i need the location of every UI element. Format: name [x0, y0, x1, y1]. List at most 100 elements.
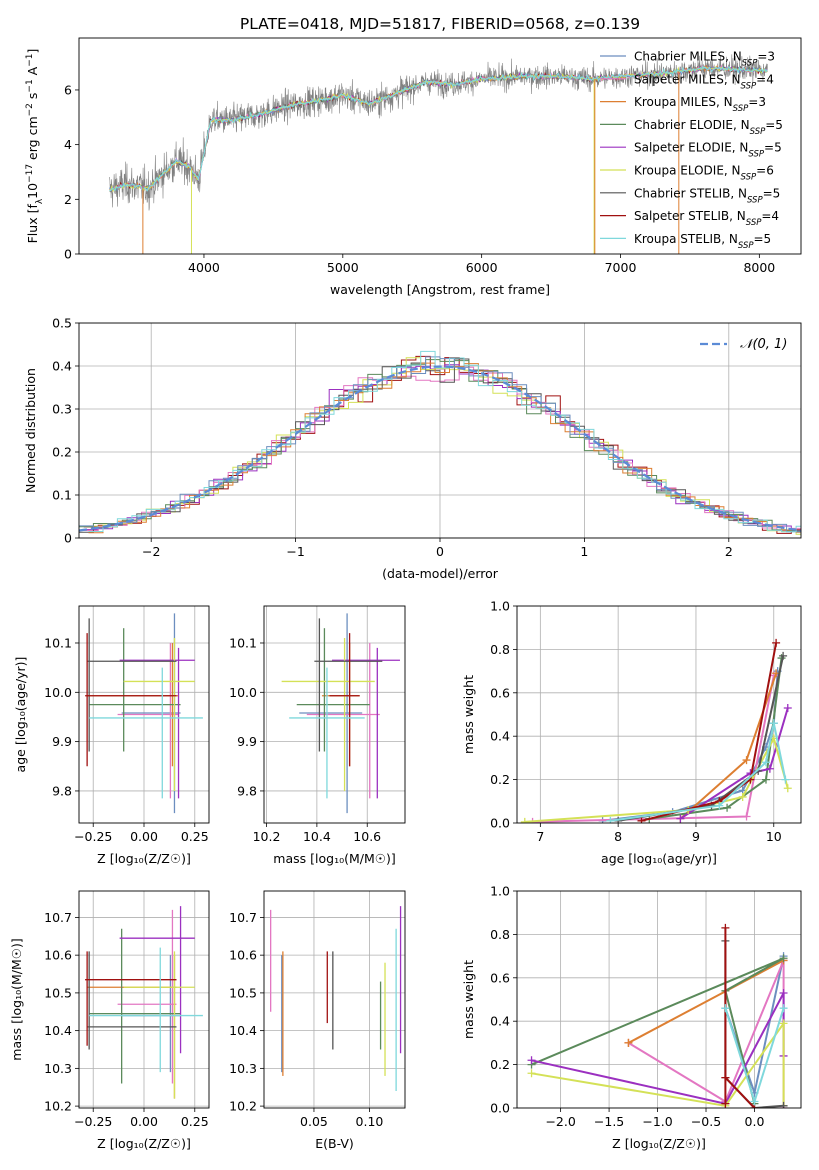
plus-marker: [676, 814, 685, 823]
y-tick-label: 10.3: [229, 1061, 257, 1076]
x-tick-label: 5000: [327, 260, 359, 275]
plus-marker: [723, 803, 732, 812]
plot-area: [109, 54, 768, 254]
errorbar-point: [329, 633, 360, 767]
x-tick-label: −0.25: [74, 1114, 112, 1129]
model-spectrum-8: [109, 65, 768, 192]
errorbar-point: [87, 618, 177, 752]
y-tick-label: 6: [64, 82, 72, 97]
plus-marker: [721, 923, 730, 932]
x-tick-label: 0.00: [130, 1114, 158, 1129]
x-tick-label: 0.10: [356, 1114, 384, 1129]
y-tick-label: 0.2: [490, 772, 510, 787]
errorbar-point: [331, 647, 400, 799]
plus-marker: [783, 784, 792, 793]
plus-marker: [520, 817, 529, 823]
y-tick-label: 10.4: [229, 1023, 257, 1038]
y-tick-label: 10.2: [44, 1099, 72, 1114]
errorbar-point: [281, 638, 375, 791]
y-tick-label: 0.5: [52, 316, 72, 331]
plus-marker: [742, 756, 751, 765]
errorbar-point: [85, 633, 177, 767]
axes-frame: [263, 890, 406, 1109]
x-tick-label: −2.0: [545, 1114, 575, 1129]
plus-marker: [761, 758, 770, 767]
y-tick-label: 0.2: [52, 445, 72, 460]
y-axis-label: mass weight: [461, 960, 476, 1039]
axes-frame: [78, 322, 802, 539]
errorbar-point: [89, 947, 203, 1073]
x-tick-label: 0.05: [300, 1114, 328, 1129]
x-tick-label: 0.00: [130, 829, 158, 844]
x-tick-label: 7000: [605, 260, 637, 275]
errorbar-point: [87, 951, 177, 1050]
x-tick-label: −1.0: [642, 1114, 672, 1129]
y-axis-label: mass [log₁₀(M/M☉)]: [9, 938, 24, 1060]
x-tick-label: −2: [142, 544, 160, 559]
observed-spectrum: [109, 54, 768, 211]
y-tick-label: 4: [64, 137, 72, 152]
y-tick-label: 10.5: [229, 985, 257, 1000]
x-tick-label: 0: [436, 544, 444, 559]
y-tick-label: 0.8: [490, 927, 510, 942]
errorbar-point: [123, 951, 195, 1099]
plot-area: [517, 606, 801, 823]
errorbar-point: [117, 909, 177, 1084]
plus-marker: [750, 1097, 759, 1106]
legend-entry: Kroupa ELODIE, NSSP=6: [634, 164, 774, 183]
x-tick-label: 8000: [743, 260, 775, 275]
x-tick-label: 2: [725, 544, 733, 559]
x-tick-label: 7: [536, 829, 544, 844]
legend-entry: Salpeter MILES, NSSP=4: [634, 72, 774, 91]
y-tick-label: 9.9: [237, 734, 257, 749]
y-tick-label: 0.1: [52, 488, 72, 503]
plus-marker: [779, 1101, 788, 1108]
y-tick-label: 0.6: [490, 685, 510, 700]
x-tick-label: 0.0: [745, 1114, 765, 1129]
x-tick-label: −1: [286, 544, 304, 559]
plot-area: [79, 606, 209, 823]
plot-area: [517, 891, 801, 1108]
x-tick-label: −0.5: [691, 1114, 721, 1129]
y-tick-label: 10.6: [44, 948, 72, 963]
axes-frame: [516, 890, 802, 1109]
y-tick-label: 0: [64, 531, 72, 546]
x-axis-label: wavelength [Angstrom, rest frame]: [330, 282, 550, 297]
axes-age_vs_Z: −0.25 0.00 0.25 9.8 9.9 10.0 10.1 Z [log₁₀(Z/Z☉…: [13, 605, 210, 866]
plus-marker: [772, 638, 781, 647]
axes-frame: [78, 37, 802, 255]
mass-weight-line-3: [531, 957, 785, 1104]
axes-age_vs_mass: 10.2 10.4 10.6 9.8 9.9 10.0 10.1 mass [log₁₀(M/…: [229, 605, 406, 866]
errorbar-point: [117, 642, 179, 799]
y-tick-label: 0.0: [490, 1101, 510, 1116]
x-tick-label: 10: [766, 829, 782, 844]
plus-marker: [606, 816, 615, 823]
axes-frame: [263, 605, 406, 824]
axes-frame: [516, 605, 802, 824]
plus-marker: [779, 1004, 788, 1013]
x-tick-label: 8: [614, 829, 622, 844]
y-tick-label: 10.2: [229, 1099, 257, 1114]
axes-mass_vs_Z: −0.25 0.00 0.25 10.2 10.3 10.4 10.5 10.6 10.7 Z […: [9, 890, 210, 1151]
y-tick-label: 1.0: [490, 884, 510, 899]
legend-entry: Salpeter ELODIE, NSSP=5: [634, 141, 782, 160]
x-tick-label: 9: [692, 829, 700, 844]
y-tick-label: 0.0: [490, 816, 510, 831]
y-tick-label: 9.8: [52, 783, 72, 798]
plus-marker: [721, 1004, 730, 1013]
axes-frame: [78, 605, 210, 824]
plus-marker: [721, 1099, 730, 1108]
plus-marker: [637, 816, 646, 823]
x-axis-label: Z [log₁₀(Z/Z☉)]: [97, 851, 191, 866]
axes-spectrum: 4000 5000 6000 7000 8000 0 2 4 6 wavelength [Angs…: [25, 37, 802, 297]
plus-marker: [779, 651, 788, 660]
y-tick-label: 0.3: [52, 402, 72, 417]
x-axis-label: Z [log₁₀(Z/Z☉)]: [97, 1136, 191, 1151]
x-tick-label: 0.25: [181, 829, 209, 844]
x-axis-label: mass [log₁₀(M/M☉)]: [273, 851, 395, 866]
x-tick-label: 0.25: [181, 1114, 209, 1129]
plus-marker: [779, 954, 788, 963]
x-tick-label: 6000: [466, 260, 498, 275]
y-tick-label: 1.0: [490, 599, 510, 614]
